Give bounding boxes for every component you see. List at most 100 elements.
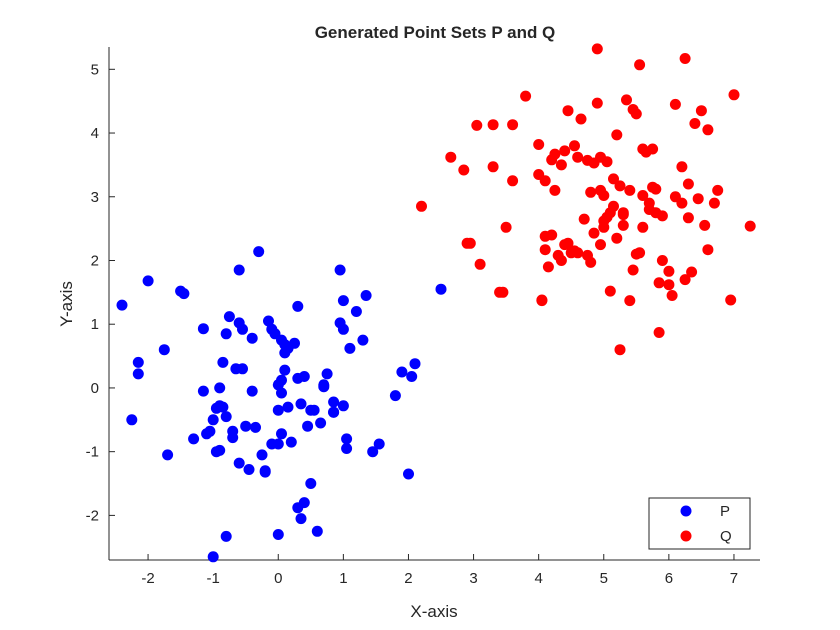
point-q (725, 294, 737, 306)
point-q (663, 279, 675, 291)
x-tick-label: 4 (534, 570, 542, 587)
point-q (445, 151, 457, 163)
point-q (591, 97, 603, 109)
point-q (487, 119, 499, 131)
point-q (708, 197, 720, 209)
point-q (500, 221, 512, 233)
point-p (308, 404, 320, 416)
point-q (464, 237, 476, 249)
point-p (276, 374, 287, 386)
point-p (276, 387, 287, 399)
point-q (695, 105, 707, 117)
point-p (250, 421, 261, 433)
point-q (614, 344, 626, 356)
point-p (132, 368, 144, 380)
point-q (682, 212, 694, 224)
point-p (243, 464, 255, 475)
point-p (233, 264, 245, 276)
point-q (699, 219, 711, 231)
point-p (311, 525, 323, 537)
point-p (263, 315, 274, 327)
point-p (334, 264, 346, 276)
point-q (689, 118, 701, 129)
point-p (237, 323, 248, 335)
point-q (507, 175, 519, 187)
point-q (539, 244, 551, 256)
y-tick-label: 4 (91, 125, 99, 142)
point-q (536, 295, 548, 307)
point-q (653, 327, 665, 338)
point-p (406, 371, 418, 382)
y-tick-label: 0 (91, 380, 99, 397)
point-q (575, 113, 587, 125)
point-q (555, 255, 567, 266)
point-q (595, 184, 606, 196)
point-q (679, 274, 691, 286)
point-q (458, 164, 470, 176)
point-p (350, 306, 362, 317)
point-q (474, 258, 486, 270)
point-q (637, 190, 649, 201)
point-p (302, 420, 314, 432)
legend-marker-q (680, 530, 692, 542)
point-q (653, 277, 665, 289)
point-p (315, 417, 327, 429)
point-p (116, 299, 128, 311)
point-q (663, 265, 675, 277)
point-q (559, 145, 571, 157)
point-q (634, 247, 646, 259)
point-q (549, 184, 561, 196)
point-q (650, 183, 662, 195)
x-ticks: -2 -1 0 1 2 3 4 5 6 7 (141, 554, 738, 587)
point-p (207, 414, 219, 426)
point-q (617, 209, 629, 221)
point-q (591, 43, 603, 55)
point-p (321, 368, 333, 380)
point-q (494, 286, 506, 298)
point-q (728, 89, 740, 101)
point-p (341, 433, 353, 445)
legend-label-q: Q (720, 528, 732, 545)
point-p (367, 446, 379, 458)
point-p (197, 323, 209, 335)
point-q (630, 108, 642, 120)
point-p (253, 246, 265, 258)
point-p (337, 295, 349, 307)
point-p (256, 449, 268, 461)
point-q (582, 249, 593, 261)
point-q (549, 148, 561, 160)
x-tick-label: 2 (404, 570, 412, 587)
point-q (647, 143, 659, 155)
point-q (471, 119, 483, 131)
point-p (403, 468, 414, 480)
point-q (621, 94, 632, 106)
point-p (272, 404, 284, 416)
point-p (305, 478, 317, 489)
point-q (676, 161, 688, 173)
point-p (246, 332, 258, 344)
y-tick-label: 2 (91, 252, 99, 269)
point-q (656, 255, 668, 266)
y-tick-label: 3 (91, 189, 99, 206)
point-q (546, 229, 558, 241)
point-p (409, 358, 421, 370)
point-p (328, 406, 340, 418)
point-p (132, 356, 144, 368)
point-p (233, 457, 245, 469)
point-q (604, 285, 616, 297)
point-p (337, 400, 349, 412)
point-q (712, 184, 724, 196)
point-p (214, 382, 226, 394)
point-q (416, 200, 427, 212)
point-p (220, 530, 232, 542)
point-q (507, 119, 519, 131)
point-p (204, 425, 216, 437)
x-tick-label: 3 (469, 570, 477, 587)
point-q (627, 264, 639, 276)
point-q (598, 215, 610, 227)
point-p (272, 529, 284, 540)
point-q (679, 53, 691, 64)
chart-title: Generated Point Sets P and Q (315, 23, 556, 42)
point-q (676, 197, 688, 209)
